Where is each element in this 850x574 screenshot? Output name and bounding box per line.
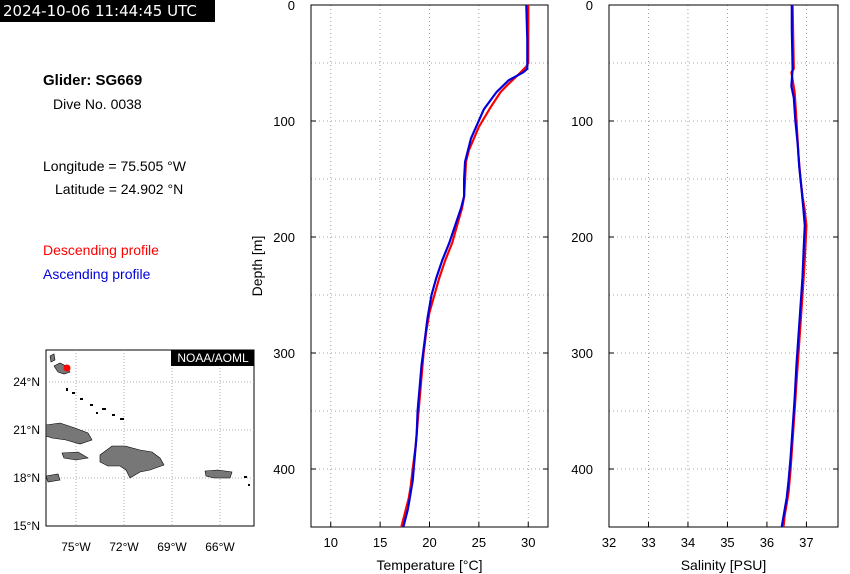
x-tick-label: 36: [760, 535, 774, 550]
x-axis-label: Salinity [PSU]: [681, 557, 767, 573]
inset-map: NOAA/AOML 24°N 21°N 18°N 15°N 75°W 72°W …: [13, 349, 255, 554]
longitude-readout: Longitude = 75.505 °W: [43, 158, 186, 174]
y-tick-label: 200: [273, 230, 295, 245]
map-lon-label: 75°W: [61, 540, 91, 554]
map-lon-label: 72°W: [109, 540, 139, 554]
y-tick-label: 0: [586, 0, 593, 13]
x-tick-label: 32: [602, 535, 616, 550]
map-lat-label: 15°N: [13, 519, 40, 533]
descending-salinity-line: [782, 4, 808, 527]
ascending-temperature-line: [402, 4, 529, 527]
map-badge-bg: [171, 350, 254, 366]
x-tick-label: 34: [681, 535, 695, 550]
x-axis-label: Temperature [°C]: [377, 557, 483, 573]
plot-frame: [608, 4, 839, 528]
y-axis-label: Depth [m]: [249, 236, 265, 297]
map-lon-label: 69°W: [157, 540, 187, 554]
y-tick-label: 100: [273, 114, 295, 129]
map-lat-label: 24°N: [13, 375, 40, 389]
x-tick-label: 15: [373, 535, 387, 550]
latitude-readout: Latitude = 24.902 °N: [55, 181, 184, 197]
glider-position-marker: [63, 364, 71, 372]
salinity-chart: 32 33 34 35 36 37 0 100 200 300 400 Salinity [PSU]: [571, 0, 839, 573]
map-lat-label: 21°N: [13, 423, 40, 437]
x-tick-label: 33: [641, 535, 655, 550]
y-tick-label: 100: [571, 114, 593, 129]
legend-ascending: Ascending profile: [43, 266, 151, 282]
y-tick-label: 400: [273, 462, 295, 477]
x-tick-label: 35: [720, 535, 734, 550]
legend-descending: Descending profile: [43, 242, 159, 258]
y-tick-label: 200: [571, 230, 593, 245]
glider-name: Glider: SG669: [43, 72, 143, 89]
dive-number: Dive No. 0038: [53, 96, 142, 112]
map-lon-label: 66°W: [205, 540, 235, 554]
y-tick-label: 300: [571, 346, 593, 361]
x-tick-label: 20: [422, 535, 436, 550]
x-tick-label: 30: [521, 535, 535, 550]
x-tick-label: 37: [799, 535, 813, 550]
descending-temperature-line: [400, 5, 530, 527]
map-landmasses: [45, 353, 233, 483]
map-lat-label: 18°N: [13, 471, 40, 485]
map-islands: [66, 388, 250, 486]
x-tick-label: 10: [324, 535, 338, 550]
timestamp-banner: 2024-10-06 11:44:45 UTC: [0, 0, 215, 22]
ascending-salinity-line: [780, 5, 806, 527]
y-tick-label: 300: [273, 346, 295, 361]
x-tick-label: 25: [472, 535, 486, 550]
y-tick-label: 400: [571, 462, 593, 477]
y-tick-label: 0: [288, 0, 295, 13]
map-badge: NOAA/AOML: [177, 351, 249, 365]
